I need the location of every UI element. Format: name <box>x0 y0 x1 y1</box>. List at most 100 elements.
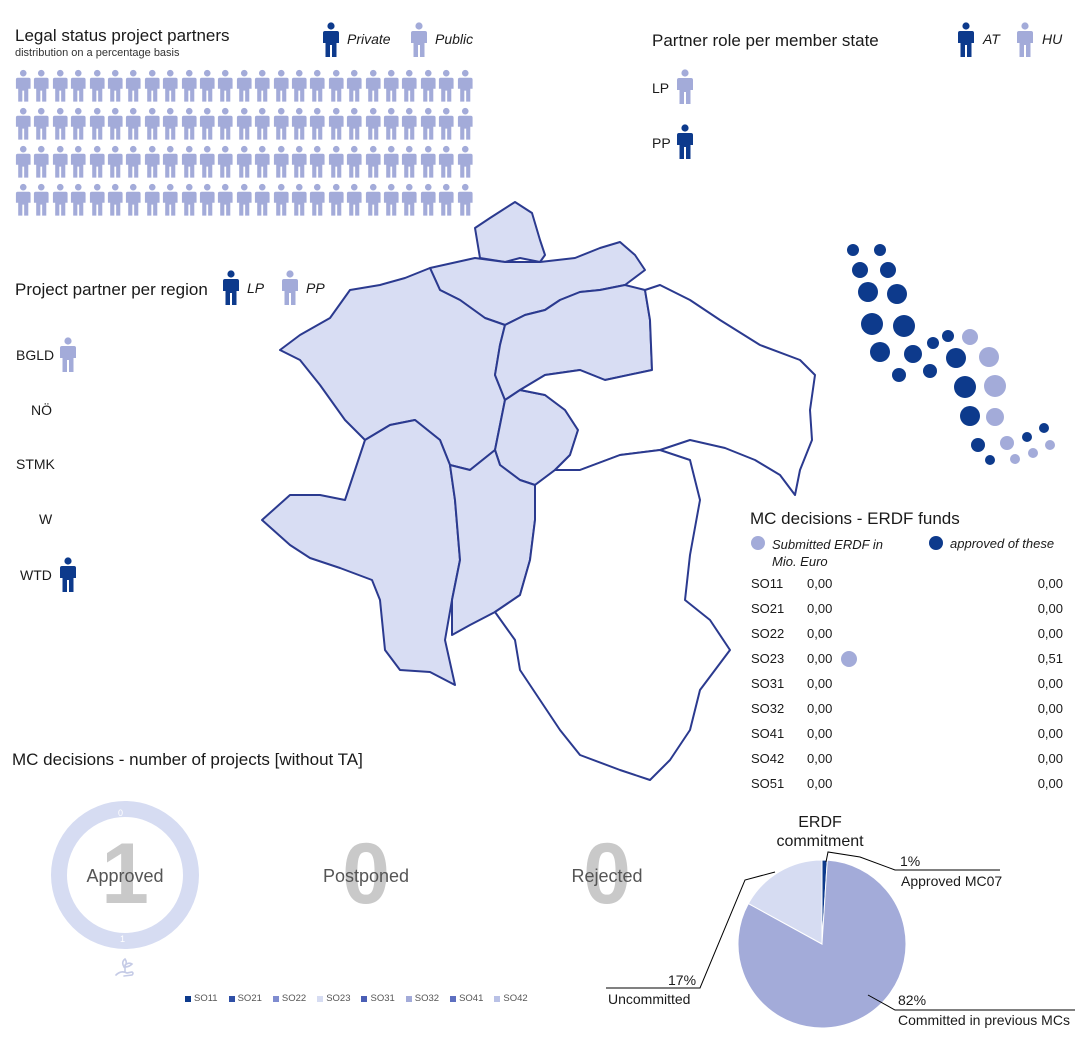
mc-row-so: SO22 <box>751 626 785 641</box>
bubble <box>1028 448 1038 458</box>
bubble <box>852 262 868 278</box>
bubble <box>861 313 883 335</box>
legend-submitted-label: Submitted ERDF in Mio. Euro <box>772 537 884 569</box>
mc-row-so: SO51 <box>751 776 785 791</box>
person-icon <box>34 183 49 216</box>
so-legend-label: SO11 <box>194 993 218 1004</box>
person-icon <box>439 145 454 178</box>
person-icon <box>282 270 298 305</box>
person-icon <box>218 145 233 178</box>
mc-row-submitted: 0,51 <box>1037 651 1063 666</box>
person-icon <box>677 69 693 104</box>
person-icon <box>273 183 289 216</box>
mc-row-so: SO23 <box>751 651 785 666</box>
so-legend-item: SO31 <box>361 993 395 1004</box>
so-legend-swatch <box>494 995 501 1002</box>
mc-row-bubble <box>840 650 858 668</box>
bubble <box>870 342 890 362</box>
bubble <box>946 348 966 368</box>
person-icon <box>402 183 417 216</box>
so-legend-label: SO31 <box>370 993 395 1004</box>
person-icon <box>181 107 197 140</box>
mc-row-so: SO42 <box>751 751 785 766</box>
role-row-lp-icon <box>676 68 694 111</box>
region-row-stmk: STMK <box>16 456 55 472</box>
mc-row-submitted: 0,00 <box>1037 726 1063 741</box>
person-icon <box>457 183 473 216</box>
person-icon <box>34 69 49 102</box>
person-icon <box>310 145 325 178</box>
person-icon <box>365 107 381 140</box>
person-icon <box>310 69 325 102</box>
pie-label-committed: Committed in previous MCs <box>898 1012 1070 1028</box>
person-icon <box>347 145 362 178</box>
person-icon <box>236 107 252 140</box>
bubble <box>904 345 922 363</box>
person-icon <box>347 183 362 216</box>
so-legend-label: SO22 <box>281 993 307 1004</box>
person-icon <box>163 69 178 102</box>
so-legend-item: SO21 <box>228 993 262 1004</box>
person-icon <box>60 557 76 592</box>
bubble <box>1010 454 1020 464</box>
person-icon <box>15 107 31 140</box>
person-icon <box>291 183 307 216</box>
mc-row-approved: 0,00 <box>807 726 833 741</box>
person-icon <box>383 69 399 102</box>
person-icon <box>328 183 344 216</box>
pie-leader-line <box>825 851 1000 871</box>
so-legend-item: SO11 <box>185 993 218 1004</box>
person-icon <box>144 145 160 178</box>
ring-bottom-label: 1 <box>120 934 126 944</box>
person-icon <box>126 69 141 102</box>
pie-title: ERDF commitment <box>776 814 864 850</box>
bubble <box>927 337 939 349</box>
person-icon <box>144 69 160 102</box>
person-icon <box>181 69 197 102</box>
bubble <box>985 455 995 465</box>
so-legend-swatch <box>361 995 368 1002</box>
so-legend-swatch <box>405 995 412 1002</box>
person-icon <box>383 107 399 140</box>
rejected-count: 0 <box>583 826 631 922</box>
person-icon <box>402 145 417 178</box>
partner-role-title: Partner role per member state <box>652 31 879 50</box>
person-icon <box>89 145 105 178</box>
approved-label: Approved <box>86 866 164 886</box>
so-legend-item: SO22 <box>272 993 307 1004</box>
bubble <box>960 406 980 426</box>
person-icon <box>34 145 49 178</box>
person-icon <box>71 69 86 102</box>
mc-row-approved: 0,00 <box>807 701 833 716</box>
mc-row-submitted: 0,00 <box>1037 701 1063 716</box>
so-legend-swatch <box>272 995 279 1002</box>
mc-row-approved: 0,00 <box>807 626 833 641</box>
person-icon <box>255 183 270 216</box>
person-icon <box>163 145 178 178</box>
person-icon <box>71 183 86 216</box>
pie-leader-line <box>606 871 776 989</box>
so-legend-label: SO32 <box>414 993 440 1004</box>
legend-at-label: AT <box>983 31 1000 47</box>
person-icon <box>420 107 436 140</box>
so-legend-label: SO42 <box>503 993 528 1004</box>
person-icon <box>310 183 325 216</box>
legend-lp <box>222 270 240 311</box>
mc-row-approved: 0,00 <box>807 601 833 616</box>
so-legend: SO11 SO21 SO22 SO23 SO31 SO32 SO41 SO42 <box>185 993 528 1004</box>
role-row-pp-label: PP <box>652 135 671 151</box>
region-title: Project partner per region <box>15 280 208 299</box>
bubble-cluster <box>847 244 1055 465</box>
bubble <box>1039 423 1049 433</box>
bubble <box>880 262 896 278</box>
so-legend-item: SO41 <box>450 993 483 1004</box>
pie-label-uncommitted: Uncommitted <box>608 991 691 1007</box>
person-icon <box>236 69 252 102</box>
person-icon <box>126 145 141 178</box>
person-icon <box>199 107 215 140</box>
person-icon <box>71 107 86 140</box>
legend-pp-label: PP <box>306 280 325 296</box>
bubble <box>971 438 985 452</box>
region-row-wtd: WTD <box>20 567 52 583</box>
person-icon <box>223 270 239 305</box>
